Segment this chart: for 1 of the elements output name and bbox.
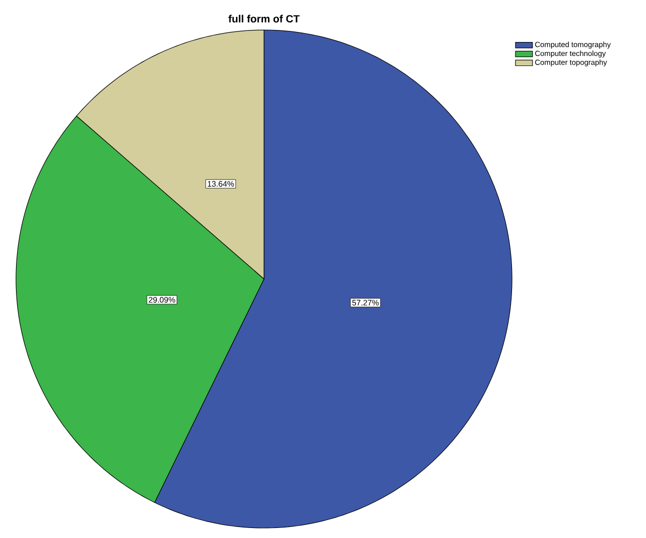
- chart-title: full form of CT: [228, 14, 300, 22]
